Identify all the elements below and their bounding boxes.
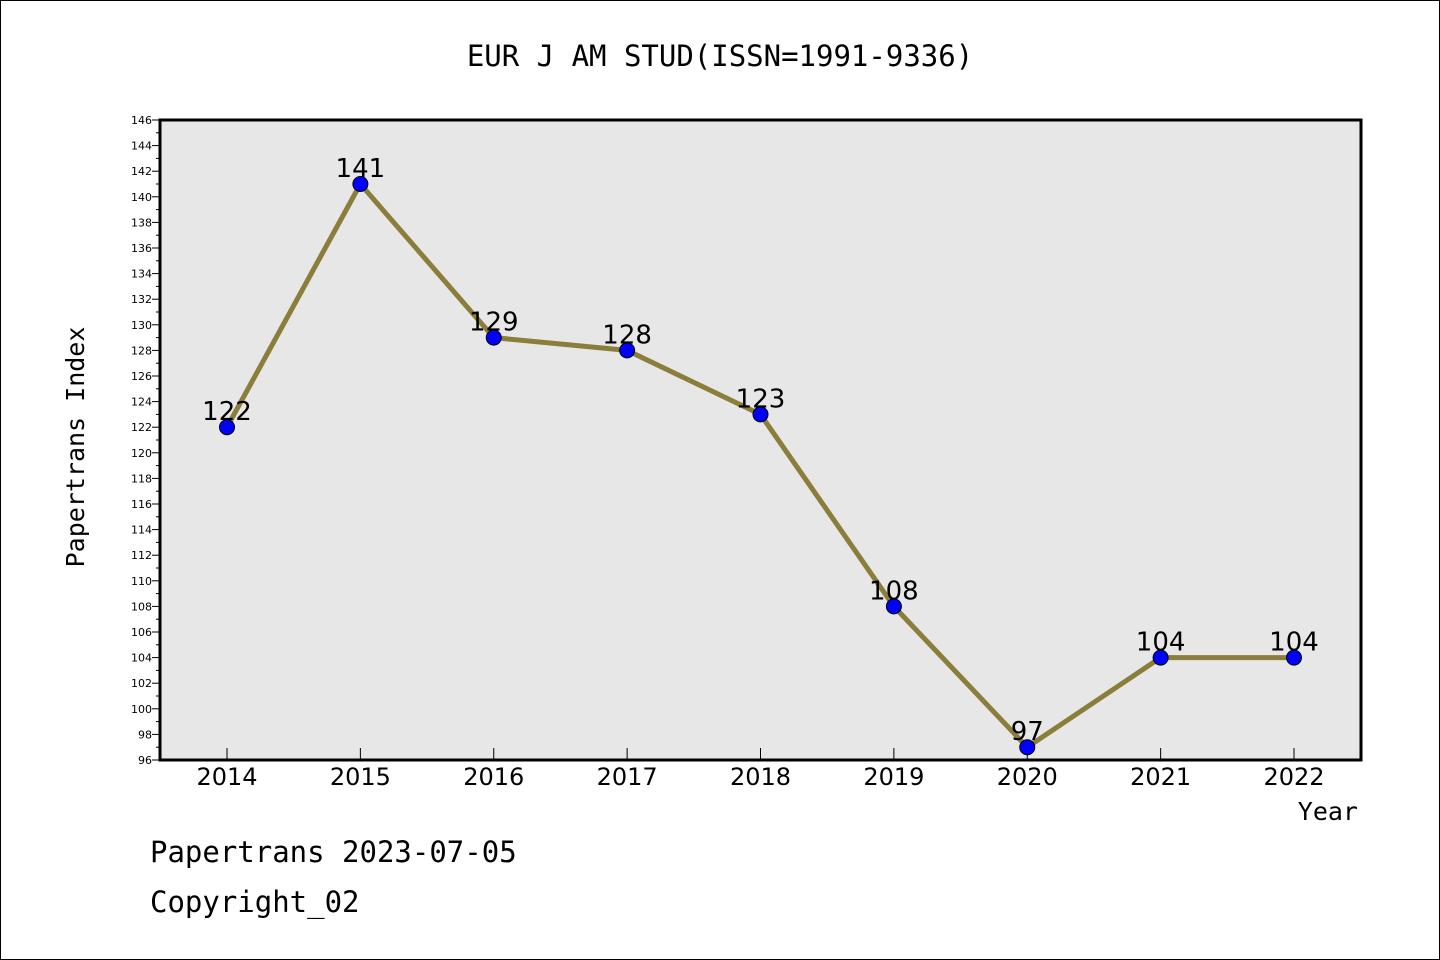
data-point: [1152, 649, 1169, 666]
y-tick-label: 146: [131, 114, 152, 127]
data-label: 129: [469, 308, 519, 338]
y-tick-label: 108: [131, 600, 152, 613]
y-tick-label: 116: [131, 498, 152, 511]
data-point: [352, 176, 369, 192]
y-tick-label: 120: [131, 447, 152, 460]
x-tick-label: 2014: [196, 763, 257, 791]
y-tick-label: 134: [131, 268, 152, 281]
data-labels: 122 141 129 128 123 108 97 104 104: [202, 154, 1319, 747]
data-point: [1019, 739, 1036, 756]
x-axis-label: Year: [1298, 797, 1358, 826]
y-tick-label: 100: [131, 703, 152, 716]
data-label: 104: [1136, 628, 1186, 658]
data-markers: [219, 176, 1302, 756]
data-point: [485, 329, 502, 346]
data-label: 104: [1269, 628, 1319, 658]
data-label: 108: [869, 576, 919, 606]
data-label: 122: [202, 397, 252, 427]
y-tick-label: 112: [131, 549, 152, 562]
data-label: 123: [736, 384, 786, 414]
x-axis: 2014 2015 2016 2017 2018 2019 2020 2021 2022: [196, 748, 1325, 791]
data-point: [619, 342, 636, 359]
y-tick-label: 114: [131, 524, 152, 537]
x-tick-label: 2021: [1130, 763, 1191, 791]
y-tick-label: 96: [138, 754, 152, 767]
y-tick-label: 128: [131, 344, 152, 357]
y-tick-label: 110: [131, 575, 152, 588]
x-tick-label: 2022: [1263, 763, 1324, 791]
y-tick-label: 140: [131, 191, 152, 204]
data-label: 141: [336, 154, 386, 184]
footer-date: Papertrans 2023-07-05: [150, 835, 517, 869]
footer-copyright: Copyright_02: [150, 885, 360, 919]
x-tick-label: 2018: [730, 763, 791, 791]
y-tick-label: 104: [131, 652, 152, 665]
y-tick-label: 102: [131, 677, 152, 690]
y-tick-label: 126: [131, 370, 152, 383]
y-axis: 96 98 100 102 104 106 108 110 112 114 116 118 120 122…: [131, 114, 160, 767]
y-tick-label: 132: [131, 293, 152, 306]
x-tick-label: 2020: [997, 763, 1058, 791]
y-tick-label: 142: [131, 165, 152, 178]
y-tick-label: 124: [131, 396, 152, 409]
y-tick-label: 118: [131, 472, 152, 485]
y-tick-label: 130: [131, 319, 152, 332]
y-tick-label: 106: [131, 626, 152, 639]
chart-title: EUR J AM STUD(ISSN=1991-9336): [467, 39, 973, 73]
x-tick-label: 2019: [863, 763, 924, 791]
data-label: 97: [1011, 717, 1044, 747]
data-point: [219, 419, 235, 436]
data-point: [1286, 649, 1302, 666]
x-tick-label: 2016: [463, 763, 524, 791]
x-tick-label: 2015: [330, 763, 391, 791]
y-tick-label: 98: [138, 728, 152, 741]
x-tick-label: 2017: [597, 763, 658, 791]
y-tick-label: 122: [131, 421, 152, 434]
data-point: [885, 598, 902, 615]
y-axis-label: Papertrans Index: [61, 327, 90, 568]
y-tick-label: 136: [131, 242, 152, 255]
data-point: [752, 406, 769, 423]
y-tick-label: 138: [131, 216, 152, 229]
data-label: 128: [602, 320, 652, 350]
y-tick-label: 144: [131, 140, 152, 153]
